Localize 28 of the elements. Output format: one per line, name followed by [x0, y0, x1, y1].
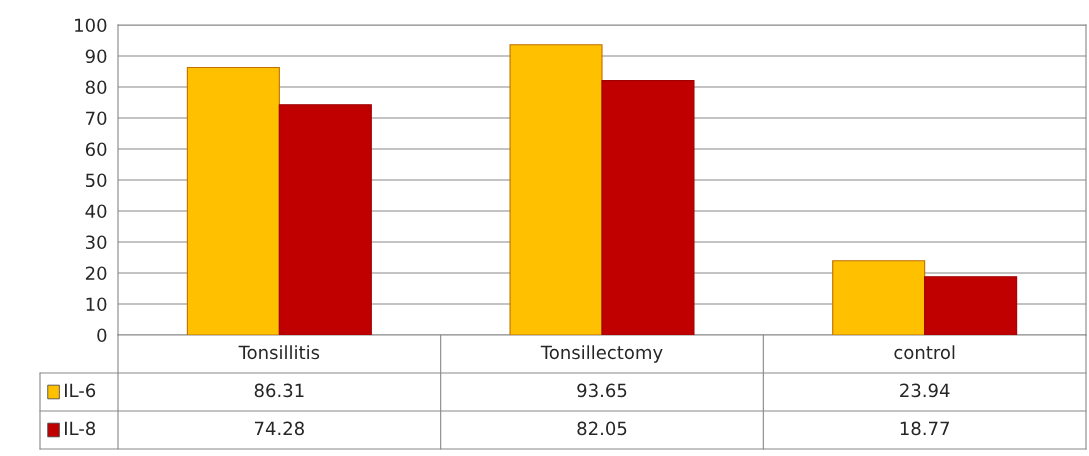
data-label: 82.05 [577, 421, 627, 436]
y-tick-label: 90 [85, 49, 107, 64]
y-tick-label: 50 [86, 173, 107, 188]
data-label: 93.65 [577, 383, 627, 398]
x-tick-label: Tonsillectomy [540, 345, 663, 363]
bar [186, 66, 280, 335]
x-tick-label: control [894, 345, 955, 360]
y-tick-label: 20 [85, 266, 107, 281]
y-tick-label: 30 [85, 235, 107, 250]
y-tick-label: 0 [97, 328, 107, 343]
bar [278, 104, 372, 335]
data-label: 23.94 [900, 383, 950, 398]
y-tick-label: 80 [85, 80, 107, 95]
y-tick-label: 40 [85, 204, 107, 219]
legend-label: IL-8 [65, 421, 96, 436]
data-label: 86.31 [254, 383, 304, 398]
y-tick-label: 100 [75, 18, 107, 33]
x-tick-label: Tonsillitis [238, 345, 320, 360]
data-label: 74.28 [254, 421, 304, 436]
bar [832, 260, 926, 335]
y-tick-label: 10 [86, 297, 107, 312]
bar [924, 276, 1018, 335]
y-tick-label: 70 [86, 111, 107, 126]
data-label: 18.77 [900, 421, 949, 436]
bar [509, 44, 603, 335]
y-tick-label: 60 [85, 142, 107, 157]
legend-label: IL-6 [65, 383, 96, 398]
bar [601, 80, 695, 335]
